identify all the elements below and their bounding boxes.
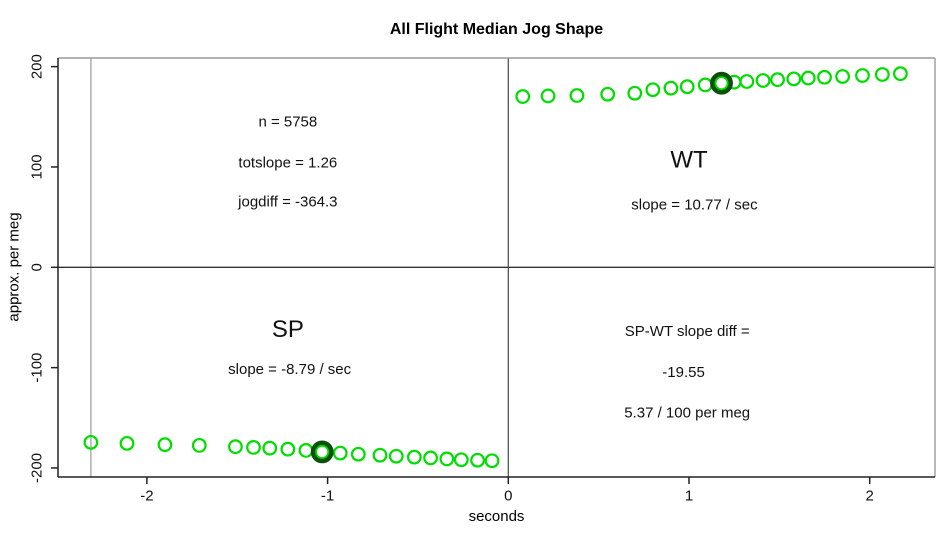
data-point-wt xyxy=(679,79,695,95)
annotation-n-count: n = 5758 xyxy=(258,113,317,130)
data-point-sp xyxy=(298,443,314,458)
annotation-diff-line1: SP-WT slope diff = xyxy=(625,323,750,340)
data-point-wt xyxy=(770,72,785,88)
data-point-sp xyxy=(157,437,173,453)
x-tick-label: -1 xyxy=(321,488,334,505)
data-point-sp xyxy=(423,450,438,466)
y-tick-label: 0 xyxy=(29,263,46,271)
data-point-wt xyxy=(627,85,643,101)
data-point-sp xyxy=(262,440,278,456)
data-point-sp xyxy=(314,444,330,460)
data-point-sp xyxy=(388,448,404,464)
data-point-sp xyxy=(453,452,469,468)
x-axis-label: seconds xyxy=(468,508,525,525)
data-point-sp xyxy=(228,439,243,455)
data-point-wt xyxy=(874,67,890,82)
data-point-wt xyxy=(645,82,661,98)
annotation-diff-line3: 5.37 / 100 per meg xyxy=(624,404,750,421)
data-point-wt xyxy=(515,89,531,104)
annotation-diff-line2: -19.55 xyxy=(662,364,705,381)
data-point-wt xyxy=(663,80,679,96)
data-point-wt xyxy=(569,88,585,103)
data-point-sp xyxy=(280,441,296,457)
x-tick-label: -2 xyxy=(140,488,153,505)
data-point-wt xyxy=(540,88,556,104)
y-tick-label: -200 xyxy=(29,453,46,483)
annotation-wt-label: WT xyxy=(670,146,708,173)
data-point-sp xyxy=(372,447,388,463)
y-tick-label: -100 xyxy=(29,353,46,383)
data-point-sp xyxy=(332,445,348,461)
x-tick-label: 1 xyxy=(685,488,693,505)
highlight-ring-wt xyxy=(710,71,733,95)
data-point-sp xyxy=(439,451,455,467)
y-tick-label: 100 xyxy=(29,154,46,179)
data-point-wt xyxy=(835,69,850,84)
data-point-wt xyxy=(697,77,713,93)
data-point-wt xyxy=(739,74,755,89)
data-point-wt xyxy=(855,68,870,83)
data-point-wt xyxy=(893,66,908,82)
data-point-wt xyxy=(714,75,729,91)
x-tick-label: 0 xyxy=(504,488,512,505)
data-point-wt xyxy=(800,70,816,86)
annotation-sp-slope: slope = -8.79 / sec xyxy=(228,361,351,378)
data-point-sp xyxy=(406,449,422,465)
annotation-wt-slope: slope = 10.77 / sec xyxy=(631,197,758,214)
data-point-sp xyxy=(119,435,135,451)
data-point-sp xyxy=(470,452,485,468)
annotation-totslope: totslope = 1.26 xyxy=(238,154,337,171)
data-point-wt xyxy=(755,73,771,88)
data-point-sp xyxy=(191,437,207,453)
highlight-ring-sp xyxy=(310,440,334,464)
chart-title: All Flight Median Jog Shape xyxy=(389,21,604,38)
y-axis-label: approx. per meg xyxy=(5,212,23,322)
x-tick-label: 2 xyxy=(866,488,874,505)
data-point-sp xyxy=(83,434,99,450)
data-point-sp xyxy=(350,446,366,462)
data-point-wt xyxy=(600,86,616,102)
data-point-wt xyxy=(817,69,832,85)
annotation-jogdiff: jogdiff = -364.3 xyxy=(237,194,337,211)
data-point-sp xyxy=(484,453,500,469)
annotation-sp-label: SP xyxy=(272,316,304,343)
data-point-wt xyxy=(786,71,802,87)
data-point-sp xyxy=(246,439,261,455)
y-tick-label: 200 xyxy=(29,54,46,79)
